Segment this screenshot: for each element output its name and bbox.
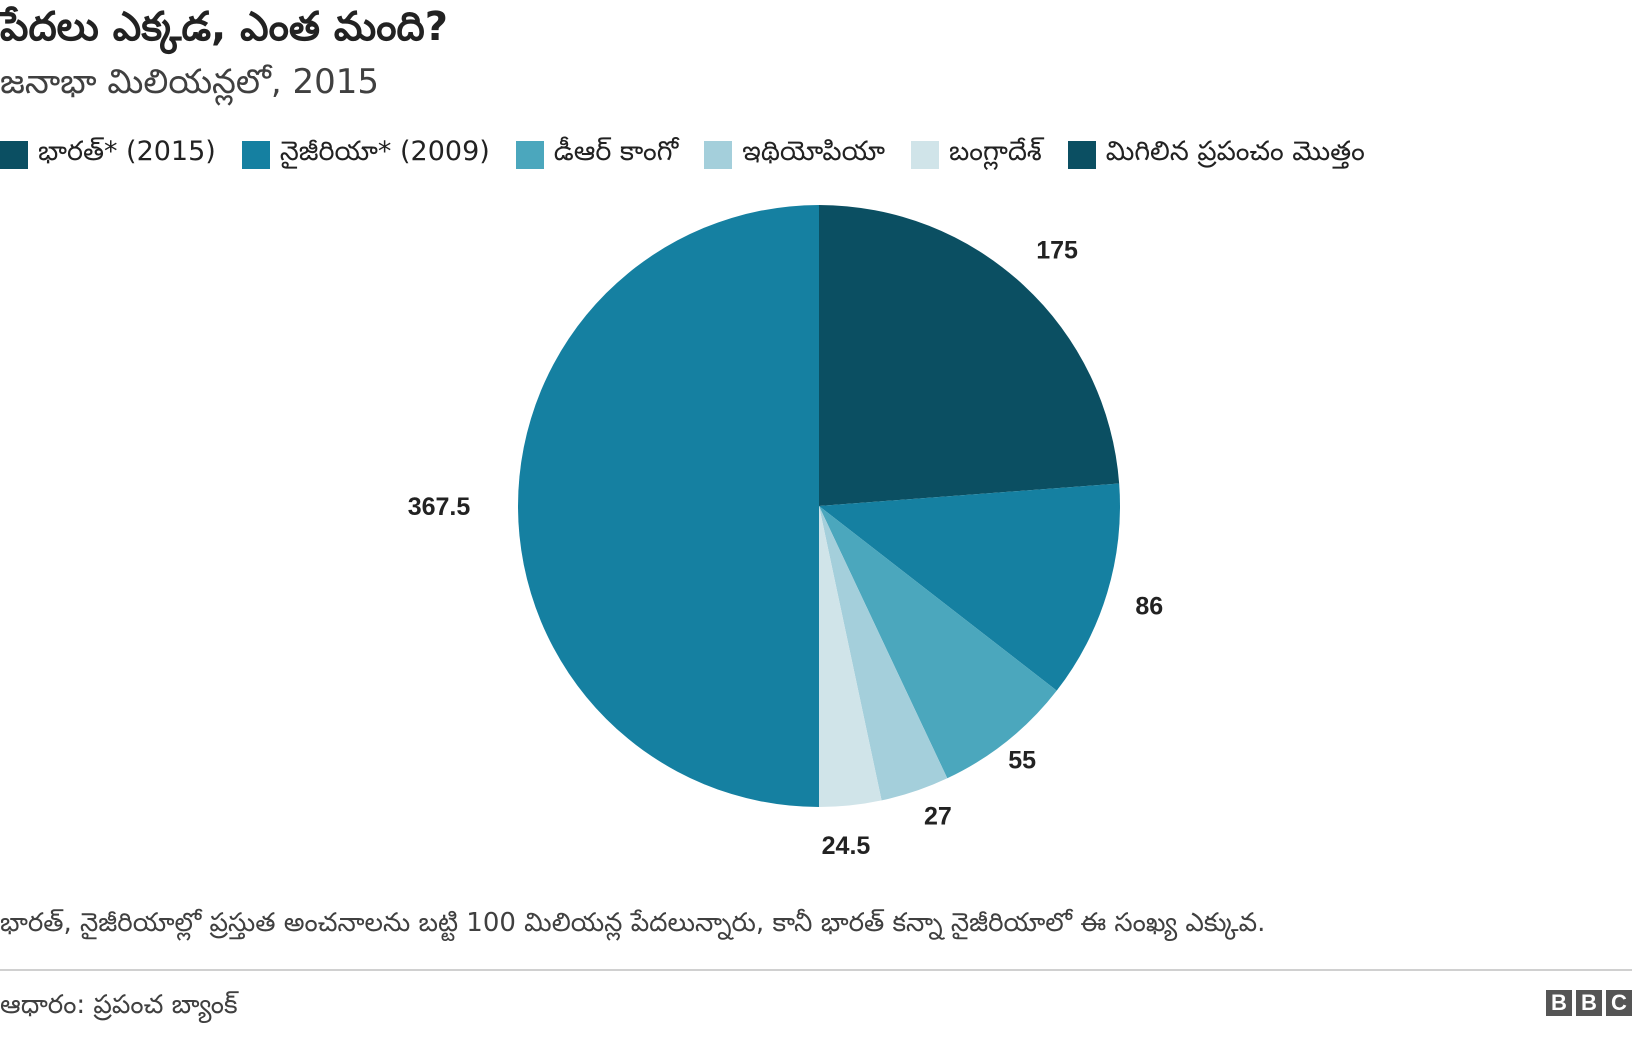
pie-slice xyxy=(819,506,1057,779)
legend-item: మిగిలిన ప్రపంచం మొత్తం xyxy=(1067,136,1365,174)
legend-label: డీఆర్ కాంగో xyxy=(553,136,679,167)
legend-item: డీఆర్ కాంగో xyxy=(515,136,679,174)
chart-footnote: భారత్, నైజీరియాల్లో ప్రస్తుత అంచనాలను బట… xyxy=(0,908,1266,938)
legend-swatch xyxy=(704,141,733,169)
divider xyxy=(0,969,1632,971)
legend-label: ఇథియోపియా xyxy=(742,136,886,167)
legend-item: భారత్* (2015) xyxy=(0,136,216,174)
legend-item: బంగ్లాదేశ్ xyxy=(911,136,1042,174)
legend-swatch xyxy=(515,141,544,169)
pie-data-label: 175 xyxy=(1036,236,1078,264)
legend-item: నైజీరియా* (2009) xyxy=(241,136,490,174)
bbc-logo-block: B xyxy=(1546,990,1572,1016)
source-note: ఆధారం: ప్రపంచ బ్యాంక్ xyxy=(0,990,238,1020)
legend-label: నైజీరియా* (2009) xyxy=(279,136,490,167)
legend-item: ఇథియోపియా xyxy=(704,136,885,174)
pie-slice xyxy=(819,506,948,801)
legend-label: మిగిలిన ప్రపంచం మొత్తం xyxy=(1105,136,1365,167)
chart-subtitle: జనాభా మిలియన్లలో, 2015 xyxy=(0,62,380,102)
legend: భారత్* (2015) నైజీరియా* (2009) డీఆర్ కాంగో… xyxy=(0,136,1391,174)
pie-chart: 175 86 55 27 24.5 367.5 xyxy=(408,205,1163,860)
legend-label: భారత్* (2015) xyxy=(38,136,216,167)
bbc-logo-block: C xyxy=(1606,990,1632,1016)
bbc-logo: B B C xyxy=(1542,990,1632,1016)
bbc-logo-block: B xyxy=(1576,990,1602,1016)
pie-data-labels: 175 86 55 27 24.5 367.5 xyxy=(408,236,1163,860)
pie-slice xyxy=(819,205,1120,506)
pie-data-label: 86 xyxy=(1135,593,1163,621)
pie-slice xyxy=(819,506,882,807)
pie-slices xyxy=(518,205,1121,807)
legend-label: బంగ్లాదేశ్ xyxy=(949,136,1042,167)
pie-data-label: 55 xyxy=(1008,747,1036,775)
pie-slice xyxy=(518,205,819,807)
pie-data-label: 27 xyxy=(924,803,952,831)
chart-title: పేదలు ఎక్కడ, ఎంత మంది? xyxy=(0,4,448,50)
pie-data-label: 367.5 xyxy=(408,493,471,521)
legend-swatch xyxy=(0,141,28,169)
legend-swatch xyxy=(1067,141,1096,169)
pie-slice xyxy=(819,483,1121,691)
pie-data-label: 24.5 xyxy=(822,832,871,860)
legend-swatch xyxy=(911,141,940,169)
legend-swatch xyxy=(241,141,270,169)
